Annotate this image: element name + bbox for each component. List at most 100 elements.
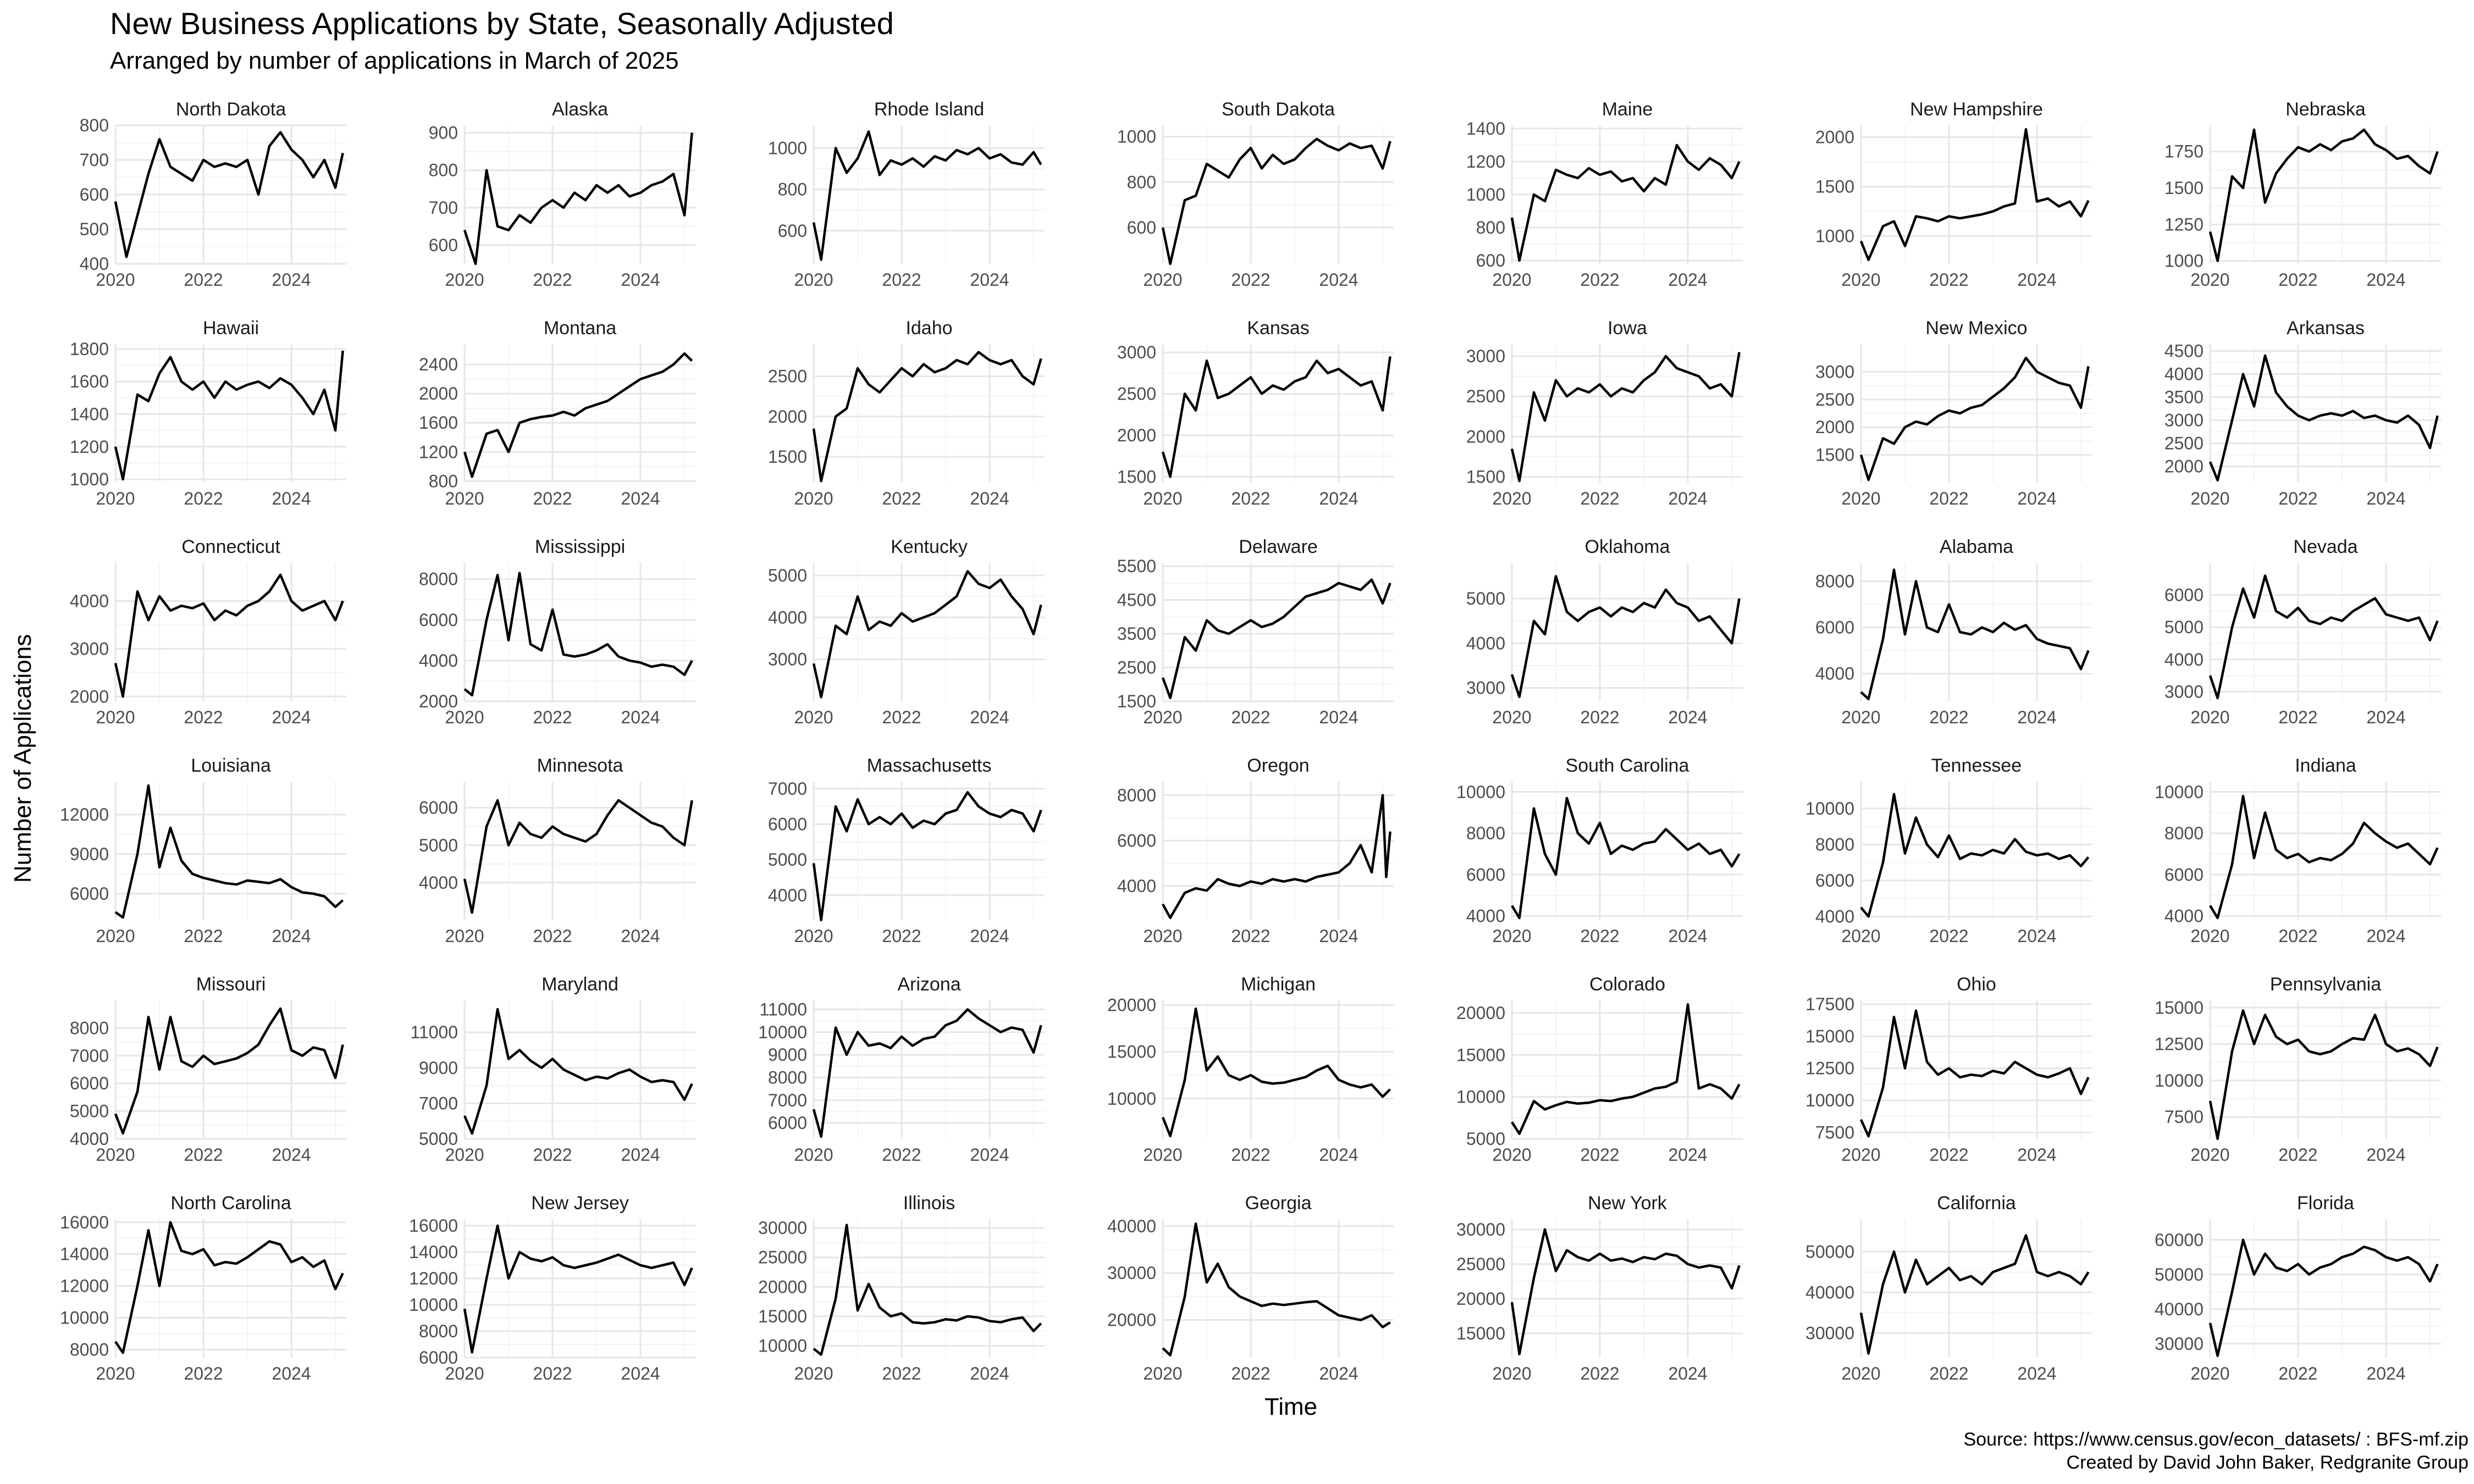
x-tick-label: 2020 [96, 707, 135, 727]
series-line [2208, 128, 2439, 262]
x-tick-label: 2024 [2017, 489, 2056, 508]
y-tick-label: 11000 [410, 1022, 458, 1042]
x-tick-label: 2020 [96, 1364, 135, 1383]
y-tick-label: 700 [429, 198, 458, 218]
y-tick-label: 800 [429, 160, 458, 180]
series-line [2208, 574, 2439, 700]
x-tick-label: 2020 [445, 1145, 484, 1165]
y-tick-label: 20000 [1456, 1003, 1505, 1023]
series-line [1860, 793, 2090, 918]
x-tick-label: 2024 [970, 489, 1009, 508]
series-line [114, 350, 344, 481]
panel-title: Arizona [897, 974, 960, 995]
x-tick-label: 2024 [2017, 926, 2056, 946]
y-tick-label: 10000 [2155, 1071, 2204, 1090]
x-tick-label: 2022 [2278, 270, 2317, 290]
x-tick-label: 2024 [2366, 926, 2405, 946]
x-tick-label: 2022 [1929, 707, 1968, 727]
series-line [2208, 1009, 2439, 1140]
y-tick-label: 3000 [70, 639, 109, 658]
x-tick-label: 2022 [2278, 1145, 2317, 1165]
y-tick-label: 2000 [419, 691, 458, 711]
panel-massachusetts: 2020 2022 2024 4000 5000 6000 7000 Massachusett… [768, 755, 1045, 946]
panel-title: Idaho [905, 318, 952, 339]
y-tick-label: 1000 [2164, 251, 2204, 271]
panel-rhode-island: 2020 2022 2024 600 800 1000 Rhode Island [768, 99, 1045, 290]
x-tick-label: 2020 [1841, 270, 1880, 290]
x-tick-label: 2024 [2366, 1145, 2405, 1165]
panel-title: Massachusetts [867, 755, 992, 776]
y-tick-label: 5000 [1466, 1129, 1505, 1149]
panel-title: Maryland [542, 974, 618, 995]
x-tick-label: 2020 [1143, 707, 1182, 727]
y-tick-label: 2500 [2164, 434, 2204, 453]
y-tick-label: 10000 [60, 1308, 109, 1328]
x-axis-label: Time [1264, 1393, 1318, 1420]
y-tick-label: 1750 [2164, 142, 2204, 162]
panel-alabama: 2020 2022 2024 4000 6000 8000 Alabama [1815, 536, 2092, 727]
y-tick-label: 3500 [2164, 387, 2204, 407]
y-tick-label: 17500 [1805, 994, 1854, 1014]
y-tick-label: 8000 [70, 1018, 109, 1038]
y-tick-label: 10000 [1456, 1087, 1505, 1107]
caption-credit: Created by David John Baker, Redgranite … [2066, 1452, 2469, 1473]
y-tick-label: 30000 [1107, 1263, 1156, 1283]
panel-oklahoma: 2020 2022 2024 3000 4000 5000 Oklahoma [1466, 536, 1743, 727]
x-tick-label: 2022 [882, 707, 921, 727]
x-tick-label: 2024 [272, 1364, 311, 1383]
x-tick-label: 2022 [882, 1145, 921, 1165]
y-tick-label: 40000 [1805, 1282, 1854, 1302]
panel-title: Nevada [2293, 536, 2357, 557]
y-tick-label: 30000 [2155, 1334, 2204, 1354]
y-tick-label: 3000 [1466, 678, 1505, 698]
chart-subtitle: Arranged by number of applications in Ma… [110, 47, 679, 74]
y-tick-label: 20000 [1456, 1289, 1505, 1309]
y-tick-label: 10000 [758, 1022, 807, 1042]
y-tick-label: 1000 [1117, 127, 1156, 147]
panel-georgia: 2020 2022 2024 20000 30000 40000 Georgia [1107, 1193, 1394, 1383]
y-tick-label: 5000 [419, 1129, 458, 1149]
y-tick-label: 8000 [419, 1321, 458, 1341]
y-tick-label: 7500 [1815, 1122, 1854, 1142]
y-tick-label: 1200 [1466, 152, 1505, 171]
series-line [1859, 1234, 2090, 1355]
y-tick-label: 3000 [1815, 362, 1854, 381]
y-tick-label: 1400 [70, 404, 109, 424]
panel-title: Alaska [552, 99, 608, 120]
y-tick-label: 2000 [1815, 128, 1854, 147]
x-tick-label: 2022 [533, 489, 572, 508]
y-tick-label: 5000 [419, 835, 458, 855]
x-tick-label: 2022 [1231, 707, 1270, 727]
y-tick-label: 20000 [758, 1277, 807, 1297]
panel-new-hampshire: 2020 2022 2024 1000 1500 2000 New Hampshire [1815, 99, 2092, 290]
x-tick-label: 2020 [1492, 270, 1531, 290]
x-tick-label: 2022 [882, 270, 921, 290]
x-tick-label: 2024 [1668, 1145, 1707, 1165]
series-line [1859, 1009, 2090, 1138]
y-tick-label: 5000 [2164, 617, 2204, 637]
x-tick-label: 2020 [96, 926, 135, 946]
series-line [114, 131, 344, 258]
y-tick-label: 12500 [1805, 1059, 1854, 1078]
series-line [812, 130, 1042, 261]
x-tick-label: 2024 [970, 1145, 1009, 1165]
panel-title: Tennessee [1931, 755, 2022, 776]
x-tick-label: 2024 [621, 1145, 660, 1165]
panel-louisiana: 2020 2022 2024 6000 9000 12000 Louisiana [60, 755, 346, 946]
y-tick-label: 1600 [419, 413, 458, 433]
x-tick-label: 2020 [2190, 707, 2229, 727]
y-tick-label: 11000 [759, 1000, 807, 1020]
panel-new-jersey: 2020 2022 2024 6000 8000 10000 12000 14000 16000… [409, 1193, 695, 1383]
x-tick-label: 2020 [96, 1145, 135, 1165]
y-tick-label: 600 [80, 185, 109, 204]
panel-tennessee: 2020 2022 2024 4000 6000 8000 10000 Tennessee [1805, 755, 2092, 946]
x-tick-label: 2020 [1143, 270, 1182, 290]
y-tick-label: 5000 [1466, 589, 1505, 608]
x-tick-label: 2020 [1143, 1364, 1182, 1383]
x-tick-label: 2022 [184, 926, 223, 946]
panel-title: Michigan [1241, 974, 1316, 995]
y-tick-label: 8000 [1466, 823, 1505, 843]
x-tick-label: 2022 [2278, 1364, 2317, 1383]
y-tick-label: 1250 [2164, 214, 2204, 234]
y-tick-label: 25000 [1456, 1254, 1505, 1274]
